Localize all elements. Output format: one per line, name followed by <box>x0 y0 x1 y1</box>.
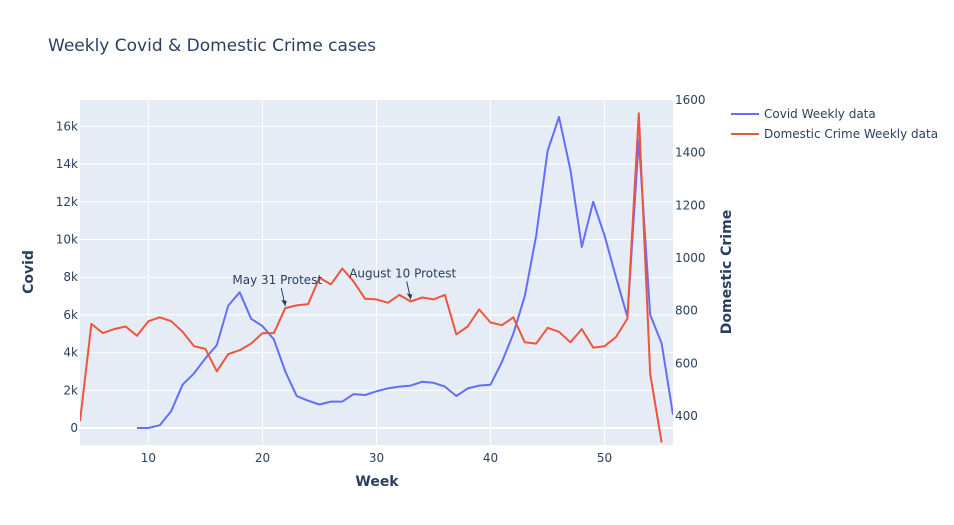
series-line-covid <box>137 116 673 429</box>
y-right-tick-label: 1200 <box>675 198 706 212</box>
y-left-tick-label: 16k <box>56 119 78 133</box>
tick-labels: 10 20 30 40 50 0 2k 4k 6k 8k 10k 12k 14k 16k 400 600 800… <box>56 93 706 465</box>
y-left-tick-label: 4k <box>63 346 78 360</box>
x-tick-label: 50 <box>597 451 612 465</box>
y-right-tick-label: 800 <box>675 304 698 318</box>
y-left-tick-label: 6k <box>63 308 78 322</box>
annotation-label: August 10 Protest <box>349 266 456 280</box>
y-left-tick-label: 0 <box>70 421 78 435</box>
y-left-axis-title: Covid <box>21 250 37 294</box>
y-right-tick-label: 1400 <box>675 146 706 160</box>
annotation-arrowhead <box>281 300 287 307</box>
x-tick-label: 40 <box>483 451 498 465</box>
x-axis-title: Week <box>355 474 399 490</box>
y-left-tick-label: 12k <box>56 195 78 209</box>
legend-label-domestic-crime: Domestic Crime Weekly data <box>764 127 938 141</box>
annotation-arrowhead <box>406 293 413 300</box>
y-right-tick-label: 1000 <box>675 251 706 265</box>
annotations: May 31 Protest August 10 Protest <box>232 266 456 307</box>
y-right-tick-label: 1600 <box>675 93 706 107</box>
legend-label-covid: Covid Weekly data <box>764 107 876 121</box>
y-right-axis-title: Domestic Crime <box>719 210 735 334</box>
y-left-tick-label: 10k <box>56 233 78 247</box>
series-line-domestic-crime <box>80 112 663 443</box>
y-left-tick-label: 2k <box>63 383 78 397</box>
y-left-tick-label: 14k <box>56 157 78 171</box>
series-layer <box>80 112 673 443</box>
legend-item-domestic-crime[interactable]: Domestic Crime Weekly data <box>731 127 938 141</box>
x-tick-label: 30 <box>369 451 384 465</box>
y-right-tick-label: 400 <box>675 409 698 423</box>
legend-item-covid[interactable]: Covid Weekly data <box>731 107 876 121</box>
legend: Covid Weekly data Domestic Crime Weekly … <box>731 107 938 141</box>
x-tick-label: 10 <box>141 451 156 465</box>
annotation-label: May 31 Protest <box>232 273 322 287</box>
y-left-tick-label: 8k <box>63 270 78 284</box>
chart-title: Weekly Covid & Domestic Crime cases <box>48 36 376 56</box>
y-right-tick-label: 600 <box>675 356 698 370</box>
x-tick-label: 20 <box>255 451 270 465</box>
